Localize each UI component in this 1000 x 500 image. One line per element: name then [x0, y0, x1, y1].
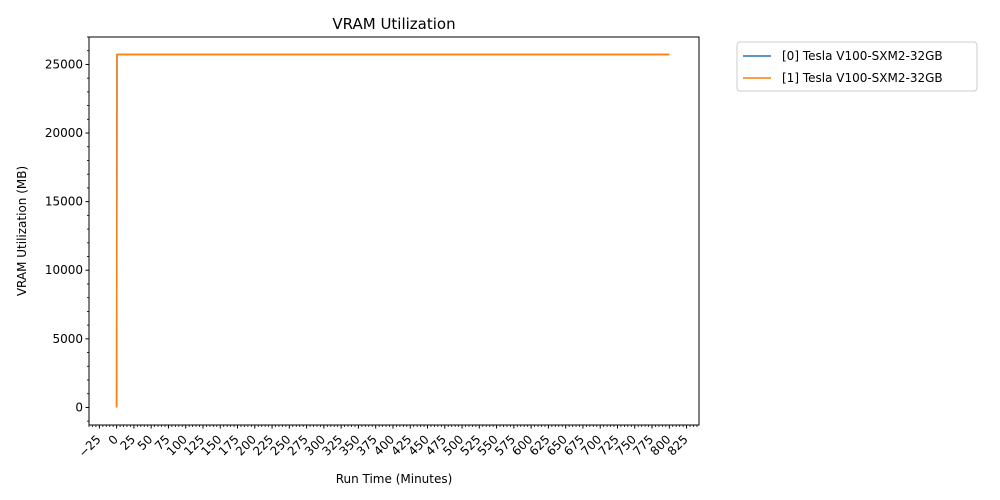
y-axis-label: VRAM Utilization (MB): [15, 166, 29, 296]
x-tick-label: −25: [76, 432, 104, 460]
series-line-0: [115, 53, 670, 408]
y-tick-label: 10000: [45, 263, 83, 277]
x-axis-label: Run Time (Minutes): [336, 472, 453, 486]
legend-label-1: [1] Tesla V100-SXM2-32GB: [782, 71, 943, 85]
legend: [0] Tesla V100-SXM2-32GB [1] Tesla V100-S…: [736, 41, 978, 92]
plot-frame: [88, 36, 700, 426]
y-tick-label: 15000: [45, 195, 83, 209]
x-tick-label: 825: [665, 432, 691, 458]
chart-title: VRAM Utilization: [332, 15, 455, 33]
y-tick-label: 5000: [52, 332, 83, 346]
legend-label-0: [0] Tesla V100-SXM2-32GB: [782, 49, 943, 63]
series-line-1: [115, 53, 670, 408]
y-tick-label: 0: [75, 400, 83, 414]
y-tick-label: 25000: [45, 57, 83, 71]
legend-frame: [736, 41, 978, 92]
y-tick-label: 20000: [45, 126, 83, 140]
